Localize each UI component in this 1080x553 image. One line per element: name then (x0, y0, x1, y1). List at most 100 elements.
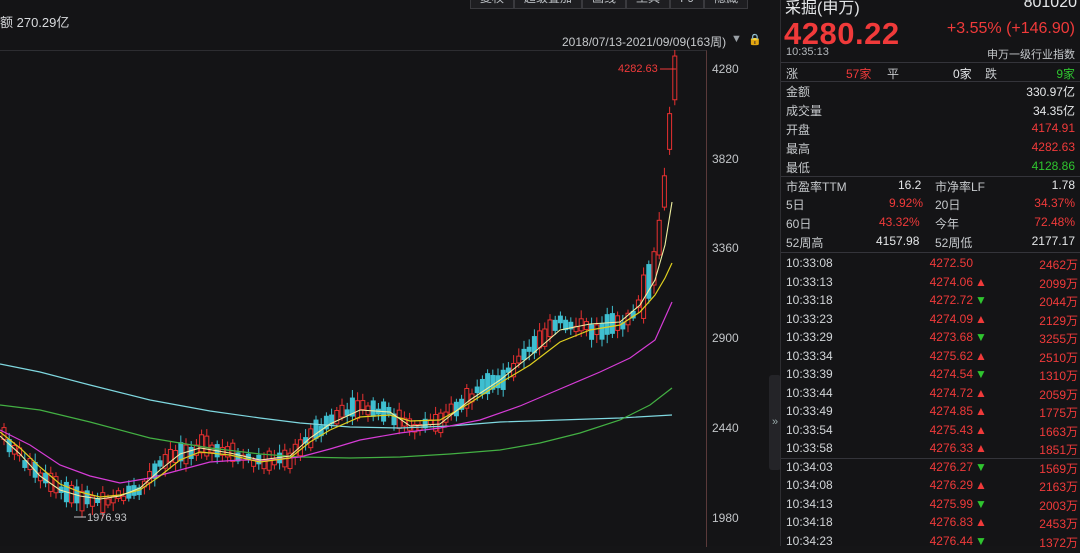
collapse-panel-button[interactable]: » (769, 375, 781, 470)
candle-body (110, 495, 116, 504)
tick-row[interactable]: 10:33:39 4274.54 ▼ 1310万 (781, 367, 1080, 386)
ma-short-line (0, 262, 673, 498)
candle-body (370, 400, 376, 417)
tick-row[interactable]: 10:33:54 4275.43 ▲ 1663万 (781, 423, 1080, 442)
tools-button[interactable]: 工具 (626, 0, 671, 9)
overlay-button[interactable]: 超级叠加 (514, 0, 583, 9)
up-label: 涨 (786, 67, 799, 81)
candle-body (204, 435, 210, 457)
tick-price: 4274.54 (929, 367, 973, 381)
candle-body (656, 219, 662, 256)
draw-line-button[interactable]: 画线 (582, 0, 627, 9)
tick-row[interactable]: 10:33:18 4272.72 ▼ 2044万 (781, 293, 1080, 312)
candle-body (183, 444, 189, 465)
candle-body (599, 323, 605, 340)
tick-row[interactable]: 10:34:23 4276.44 ▼ 1372万 (781, 534, 1080, 553)
candle-body (667, 113, 673, 150)
candle-body (672, 55, 678, 101)
candle-body (27, 457, 33, 471)
tick-price: 4276.83 (929, 515, 973, 529)
tick-time: 10:33:49 (786, 404, 833, 418)
candle-body (199, 434, 205, 454)
y-tick-4280: 4280 (712, 62, 739, 76)
tick-volume: 2099万 (1039, 276, 1078, 291)
dropdown-arrow-icon[interactable]: ▼ (731, 33, 742, 45)
d5-value: 9.92% (889, 196, 924, 210)
candle-body (349, 397, 355, 417)
candle-body (505, 367, 511, 373)
candle-body (105, 498, 111, 506)
date-range-selector[interactable]: 2018/07/13-2021/09/09(163周) (562, 35, 727, 49)
candle-body (568, 321, 574, 330)
candle-body (344, 409, 350, 416)
tick-row[interactable]: 10:34:03 4276.27 ▼ 1569万 (781, 460, 1080, 479)
ma-mid2-line (0, 387, 673, 459)
ma-mid-line (0, 301, 673, 484)
candle-body (526, 346, 532, 352)
candle-body (552, 319, 558, 331)
adjust-button[interactable]: 复权 (470, 0, 515, 9)
candle-body (542, 328, 548, 347)
f9-button[interactable]: F9 (670, 0, 705, 9)
pb-value: 1.78 (1051, 178, 1075, 192)
tick-row[interactable]: 10:33:49 4274.85 ▲ 1775万 (781, 404, 1080, 423)
flat-label: 平 (887, 67, 900, 81)
tick-volume: 1851万 (1039, 443, 1078, 457)
tick-row[interactable]: 10:33:58 4276.33 ▲ 1851万 (781, 441, 1080, 460)
tick-price: 4272.72 (929, 293, 973, 307)
down-count: 9家 (1056, 67, 1075, 81)
candle-body (11, 445, 17, 455)
arrow-up-icon: ▲ (975, 478, 987, 492)
candle-body (157, 460, 163, 467)
tick-row[interactable]: 10:33:23 4274.09 ▲ 2129万 (781, 312, 1080, 331)
candle-body (557, 315, 563, 324)
tick-row[interactable]: 10:33:29 4273.68 ▼ 3255万 (781, 330, 1080, 349)
candle-body (121, 495, 127, 502)
low-value: 4128.86 (1031, 159, 1075, 173)
lock-icon[interactable]: 🔒 (748, 34, 762, 46)
tick-row[interactable]: 10:33:13 4274.06 ▲ 2099万 (781, 275, 1080, 294)
tick-price: 4276.27 (929, 459, 973, 474)
candle-body (578, 318, 584, 332)
ma-long-line (0, 363, 673, 429)
flat-count: 0家 (953, 67, 972, 81)
candle-body (459, 398, 465, 410)
max-price-annotation: 4282.63 (618, 63, 658, 75)
ma-fast-line (0, 201, 673, 500)
quote-time: 10:35:13 (786, 46, 829, 58)
hide-button[interactable]: 隐藏 (704, 0, 749, 9)
tick-time: 10:34:18 (786, 515, 833, 529)
d60-label: 60日 (786, 217, 812, 231)
tick-row[interactable]: 10:34:18 4276.83 ▲ 2453万 (781, 515, 1080, 534)
price-change: +3.55% (+146.90) (946, 20, 1075, 37)
arrow-up-icon: ▲ (975, 274, 987, 289)
kline-chart-area[interactable]: 复权 超级叠加 画线 工具 F9 隐藏 额 270.29亿 2018/07/13… (0, 0, 770, 547)
candle-body (22, 460, 28, 468)
candle-body (230, 442, 236, 462)
candle-body (152, 463, 158, 479)
tick-volume: 2453万 (1039, 517, 1078, 531)
tick-row[interactable]: 10:33:08 4272.50 2462万 (781, 256, 1080, 275)
candle-body (453, 401, 459, 417)
volume-label: 成交量 (786, 104, 823, 118)
index-code: 801020 (1023, 0, 1077, 11)
quote-panel: 采掘(申万) 801020 4280.22 +3.55% (+146.90) 1… (780, 0, 1080, 550)
tick-volume: 1310万 (1039, 369, 1078, 383)
tick-row[interactable]: 10:34:08 4276.29 ▲ 2163万 (781, 478, 1080, 497)
tick-price: 4274.85 (929, 404, 973, 418)
tick-row[interactable]: 10:33:34 4275.62 ▲ 2510万 (781, 349, 1080, 368)
index-category[interactable]: 申万一级行业指数 (987, 49, 1075, 61)
tick-volume: 2129万 (1039, 313, 1078, 328)
tick-volume: 2044万 (1039, 295, 1078, 309)
plot-frame (0, 50, 707, 547)
candle-body (646, 264, 652, 299)
tick-volume: 3255万 (1039, 332, 1078, 346)
tick-price: 4275.99 (929, 496, 973, 511)
tick-time: 10:33:13 (786, 274, 833, 289)
tick-row[interactable]: 10:33:44 4274.72 ▲ 2059万 (781, 386, 1080, 405)
kline-svg: 4282.63 1976.93 (0, 49, 678, 524)
candle-body (329, 414, 335, 425)
tick-row[interactable]: 10:34:13 4275.99 ▼ 2003万 (781, 497, 1080, 516)
arrow-down-icon: ▼ (975, 459, 987, 474)
candle-body (433, 413, 439, 432)
